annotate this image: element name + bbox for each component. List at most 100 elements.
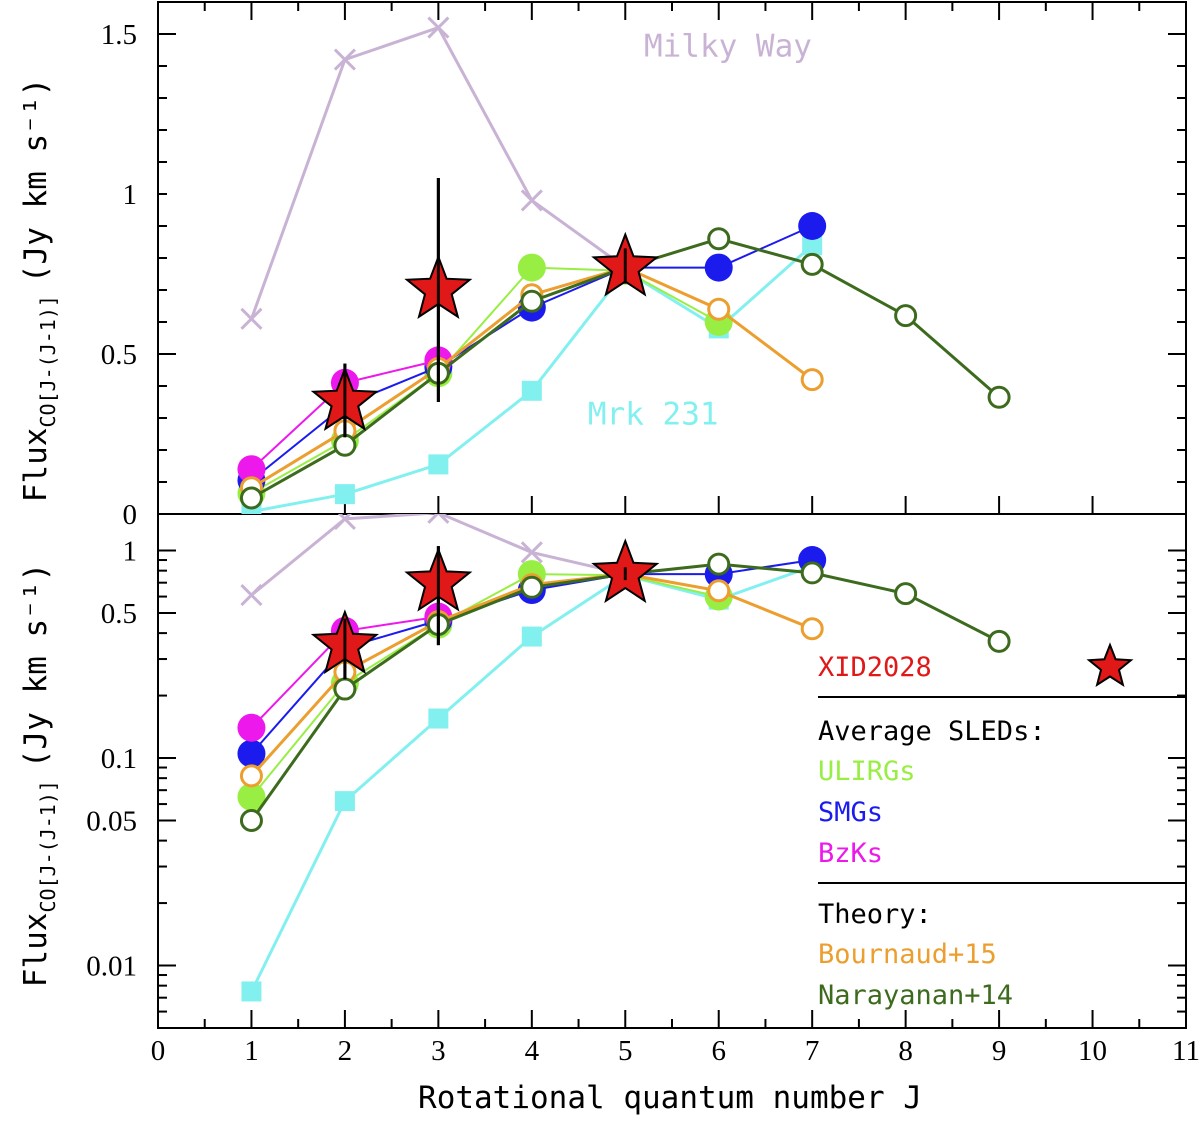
y-tick-label: 0.01 (86, 951, 137, 983)
y-axis-title-main: Flux (18, 913, 54, 988)
point-narayanan-14 (239, 486, 263, 510)
y-tick-label: 0.05 (86, 806, 137, 838)
point-mrk-231 (334, 484, 355, 505)
x-marker-stroke (520, 541, 543, 564)
point-mrk-231 (241, 981, 262, 1002)
point-milky-way (240, 307, 263, 330)
point-narayanan-14 (894, 582, 918, 606)
annotation-milky-way: Milky Way (644, 28, 812, 64)
point-narayanan-14 (239, 809, 263, 833)
x-tick-label: 3 (431, 1035, 446, 1067)
point-mrk-231 (802, 235, 823, 256)
legend-label-average-sleds: Average SLEDs: (818, 716, 1046, 747)
point-bournaud-15 (800, 368, 824, 392)
y-tick-label: 1 (123, 179, 138, 211)
legend-star-icon (1086, 642, 1134, 688)
point-smgs (798, 212, 827, 240)
panel-log-series (237, 514, 1011, 1002)
point-mrk-231 (428, 454, 449, 475)
point-smgs (237, 739, 266, 768)
point-narayanan-14 (707, 227, 731, 251)
panel-linear-series (237, 16, 1011, 514)
point-narayanan-14 (800, 252, 824, 276)
point-mrk-231 (428, 708, 449, 729)
y-axis-title-subscript: CO[J-(J-1)] (36, 295, 60, 427)
x-marker-stroke (333, 48, 356, 71)
point-smgs (704, 253, 733, 282)
series-layer (237, 16, 1011, 1002)
x-tick-label: 5 (618, 1035, 633, 1067)
legend-label-xid2028: XID2028 (818, 652, 932, 683)
x-tick-label: 1 (244, 1035, 259, 1067)
point-bournaud-15 (239, 764, 263, 788)
legend-label-bzks: BzKs (818, 838, 883, 869)
x-tick-label: 2 (338, 1035, 353, 1067)
point-mrk-231 (521, 626, 542, 647)
y-tick-label: 0.1 (101, 743, 137, 775)
y-tick-label: 0.5 (101, 339, 137, 371)
point-ulirgs (517, 253, 546, 282)
x-tick-label: 10 (1078, 1035, 1107, 1067)
y-axis-title-linear: FluxCO[J-(J-1)] (Jy km s⁻¹) (18, 78, 60, 502)
y-axis-title-units: (Jy km s⁻¹) (18, 563, 54, 768)
y-tick-label: 1 (123, 536, 138, 568)
y-tick-label: 0.5 (101, 598, 137, 630)
x-tick-label: 0 (151, 1035, 166, 1067)
point-mrk-231 (521, 380, 542, 401)
legend-label-theory: Theory: (818, 899, 932, 930)
point-narayanan-14 (800, 561, 824, 585)
point-bournaud-15 (707, 579, 731, 603)
y-axis-title-log: FluxCO[J-(J-1)] (Jy km s⁻¹) (18, 563, 60, 987)
x-marker-stroke (520, 189, 543, 212)
x-axis-title: Rotational quantum number J (418, 1080, 922, 1116)
x-tick-label: 6 (711, 1035, 726, 1067)
x-tick-label: 9 (992, 1035, 1007, 1067)
x-tick-label: 8 (898, 1035, 913, 1067)
y-axis-title-units: (Jy km s⁻¹) (18, 78, 54, 283)
point-milky-way (240, 584, 263, 607)
point-bournaud-15 (707, 297, 731, 321)
legend: XID2028 Average SLEDs: ULIRGs SMGs BzKs Theor… (818, 642, 1186, 1011)
point-narayanan-14 (520, 289, 544, 313)
x-marker-stroke (333, 514, 352, 530)
point-narayanan-14 (894, 304, 918, 328)
x-tick-label: 7 (805, 1035, 820, 1067)
point-bzks (237, 713, 266, 742)
text-layer: Rotational quantum number J 0 1 2 3 4 5 6 7 8 9 10… (18, 19, 1200, 1116)
y-axis-title-subscript: CO[J-(J-1)] (36, 780, 60, 912)
legend-label-bournaud-15: Bournaud+15 (818, 939, 997, 970)
x-tick-label: 4 (525, 1035, 540, 1067)
x-marker-stroke (427, 514, 440, 524)
point-bzks (237, 455, 266, 484)
legend-label-smgs: SMGs (818, 797, 883, 828)
x-marker-stroke (427, 16, 450, 39)
series-line-ulirgs (250, 573, 719, 798)
point-milky-way (520, 541, 543, 564)
point-mrk-231 (334, 791, 355, 812)
point-narayanan-14 (520, 575, 544, 599)
point-narayanan-14 (987, 629, 1011, 653)
point-milky-way (520, 189, 543, 212)
point-bournaud-15 (800, 617, 824, 641)
point-narayanan-14 (987, 385, 1011, 409)
annotation-mrk-231: Mrk 231 (588, 396, 719, 432)
y-tick-label: 0 (123, 499, 138, 531)
point-milky-way (333, 514, 356, 530)
point-narayanan-14 (333, 433, 357, 457)
point-milky-way (427, 514, 450, 524)
legend-label-ulirgs: ULIRGs (818, 756, 916, 787)
x-marker-stroke (240, 307, 263, 330)
point-milky-way (333, 48, 356, 71)
y-axis-title-main: Flux (18, 428, 54, 503)
x-marker-stroke (437, 514, 450, 524)
x-tick-label: 11 (1172, 1035, 1200, 1067)
series-line-milky-way (250, 514, 626, 597)
point-ulirgs (237, 782, 266, 811)
y-tick-label: 1.5 (101, 19, 137, 51)
point-narayanan-14 (333, 677, 357, 701)
axes-frame (157, 0, 1187, 1029)
point-narayanan-14 (707, 552, 731, 576)
legend-label-narayanan-14: Narayanan+14 (818, 980, 1013, 1011)
point-milky-way (427, 16, 450, 39)
